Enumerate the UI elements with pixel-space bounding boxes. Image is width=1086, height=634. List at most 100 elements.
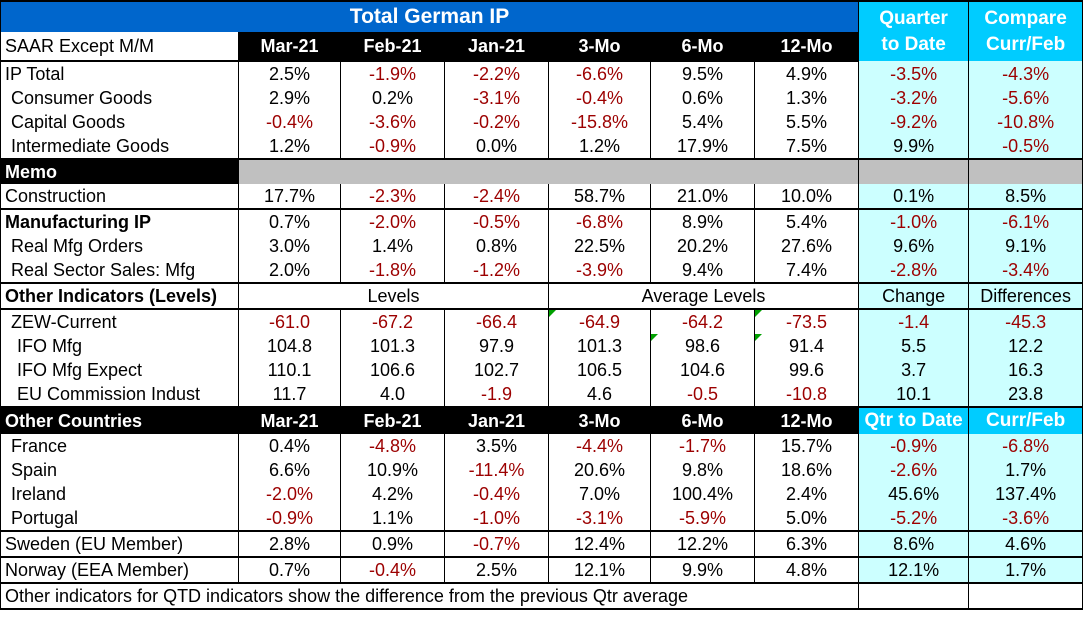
qtd-cell[interactable]: -1.4 — [858, 309, 970, 334]
row-label[interactable]: IFO Mfg Expect — [0, 358, 239, 382]
qtd-cell[interactable]: -3.2% — [858, 86, 970, 110]
countries-col-jan21[interactable]: Jan-21 — [444, 406, 549, 434]
value-cell[interactable]: 5.4% — [650, 110, 755, 134]
qtd-cell[interactable]: 9.9% — [858, 134, 970, 159]
value-cell[interactable]: 4.6 — [548, 382, 651, 407]
value-cell[interactable]: 18.6% — [753, 458, 860, 482]
value-cell[interactable]: 17.9% — [650, 134, 755, 159]
footnote-blank-qtd[interactable] — [858, 582, 970, 610]
memo-label[interactable]: Memo — [0, 158, 239, 184]
qtd-cell[interactable]: 10.1 — [858, 382, 970, 407]
qtd-cell[interactable]: -2.6% — [858, 458, 970, 482]
value-cell[interactable]: 27.6% — [753, 234, 860, 258]
qtd-cell[interactable]: 0.1% — [858, 184, 970, 209]
compare-cell[interactable]: -6.8% — [968, 434, 1084, 458]
col-header-mar21[interactable]: Mar-21 — [238, 32, 341, 62]
value-cell[interactable]: 5.0% — [753, 506, 860, 531]
value-cell[interactable]: 110.1 — [238, 358, 341, 382]
col-header-3mo[interactable]: 3-Mo — [548, 32, 651, 62]
value-cell[interactable]: 8.9% — [650, 208, 755, 234]
value-cell[interactable]: 2.5% — [238, 61, 341, 86]
value-cell[interactable]: 12.2% — [650, 530, 755, 557]
value-cell[interactable]: -0.5% — [444, 208, 549, 234]
value-cell[interactable]: -66.4 — [444, 309, 549, 334]
value-cell[interactable]: -3.1% — [548, 506, 651, 531]
value-cell[interactable]: 104.6 — [650, 358, 755, 382]
value-cell[interactable]: -6.8% — [548, 208, 651, 234]
value-cell[interactable]: 1.3% — [753, 86, 860, 110]
value-cell[interactable]: 9.5% — [650, 61, 755, 86]
compare-cell[interactable]: 1.7% — [968, 556, 1084, 583]
differences-label[interactable]: Differences — [968, 282, 1084, 310]
compare-cell[interactable]: -0.5% — [968, 134, 1084, 159]
col-header-6mo[interactable]: 6-Mo — [650, 32, 755, 62]
value-cell[interactable]: -2.3% — [340, 184, 445, 209]
col-header-jan21[interactable]: Jan-21 — [444, 32, 549, 62]
value-cell[interactable]: -5.9% — [650, 506, 755, 531]
value-cell[interactable]: 104.8 — [238, 334, 341, 358]
compare-cell[interactable]: 137.4% — [968, 482, 1084, 506]
value-cell[interactable]: 101.3 — [340, 334, 445, 358]
value-cell[interactable]: 0.9% — [340, 530, 445, 557]
value-cell[interactable]: 97.9 — [444, 334, 549, 358]
value-cell[interactable]: 0.8% — [444, 234, 549, 258]
value-cell[interactable]: 2.5% — [444, 556, 549, 583]
qtd-header[interactable]: Quarter to Date — [858, 0, 970, 61]
avg-levels-label[interactable]: Average Levels — [547, 282, 860, 310]
value-cell[interactable]: -64.2 — [650, 309, 755, 334]
col-header-feb21[interactable]: Feb-21 — [340, 32, 445, 62]
compare-cell[interactable]: 23.8 — [968, 382, 1084, 407]
compare-cell[interactable]: 9.1% — [968, 234, 1084, 258]
row-label[interactable]: Real Mfg Orders — [0, 234, 239, 258]
row-label[interactable]: Manufacturing IP — [0, 208, 239, 234]
levels-label[interactable]: Levels — [238, 282, 549, 310]
compare-cell[interactable]: -5.6% — [968, 86, 1084, 110]
value-cell[interactable]: -1.9 — [444, 382, 549, 407]
value-cell[interactable]: -1.0% — [444, 506, 549, 531]
value-cell[interactable]: 9.8% — [650, 458, 755, 482]
row-label[interactable]: Portugal — [0, 506, 239, 531]
value-cell[interactable]: 106.5 — [548, 358, 651, 382]
row-label[interactable]: Norway (EEA Member) — [0, 556, 239, 583]
compare-cell[interactable]: -3.6% — [968, 506, 1084, 531]
compare-cell[interactable]: 1.7% — [968, 458, 1084, 482]
qtd-cell[interactable]: -9.2% — [858, 110, 970, 134]
value-cell[interactable]: -1.8% — [340, 258, 445, 283]
value-cell[interactable]: -0.4% — [340, 556, 445, 583]
qtd-cell[interactable]: 12.1% — [858, 556, 970, 583]
value-cell[interactable]: 0.6% — [650, 86, 755, 110]
value-cell[interactable]: -3.1% — [444, 86, 549, 110]
value-cell[interactable]: -2.2% — [444, 61, 549, 86]
value-cell[interactable]: 17.7% — [238, 184, 341, 209]
value-cell[interactable]: 2.0% — [238, 258, 341, 283]
value-cell[interactable]: 10.9% — [340, 458, 445, 482]
value-cell[interactable]: 4.8% — [753, 556, 860, 583]
countries-cmp-header[interactable]: Curr/Feb — [968, 406, 1084, 434]
row-label[interactable]: Intermediate Goods — [0, 134, 239, 159]
row-label[interactable]: Spain — [0, 458, 239, 482]
value-cell[interactable]: -4.8% — [340, 434, 445, 458]
memo-gray-qtd[interactable] — [858, 158, 970, 184]
value-cell[interactable]: 3.0% — [238, 234, 341, 258]
value-cell[interactable]: -0.4% — [238, 110, 341, 134]
value-cell[interactable]: 2.8% — [238, 530, 341, 557]
value-cell[interactable]: -2.0% — [340, 208, 445, 234]
value-cell[interactable]: 7.0% — [548, 482, 651, 506]
value-cell[interactable]: -64.9 — [548, 309, 651, 334]
value-cell[interactable]: 0.7% — [238, 556, 341, 583]
value-cell[interactable]: -1.9% — [340, 61, 445, 86]
saar-label[interactable]: SAAR Except M/M — [0, 32, 239, 62]
countries-col-mar21[interactable]: Mar-21 — [238, 406, 341, 434]
value-cell[interactable]: -15.8% — [548, 110, 651, 134]
value-cell[interactable]: 15.7% — [753, 434, 860, 458]
value-cell[interactable]: -2.0% — [238, 482, 341, 506]
value-cell[interactable]: -61.0 — [238, 309, 341, 334]
value-cell[interactable]: 9.9% — [650, 556, 755, 583]
countries-col-3mo[interactable]: 3-Mo — [548, 406, 651, 434]
qtd-cell[interactable]: -5.2% — [858, 506, 970, 531]
value-cell[interactable]: 0.2% — [340, 86, 445, 110]
value-cell[interactable]: -73.5 — [753, 309, 860, 334]
value-cell[interactable]: 9.4% — [650, 258, 755, 283]
value-cell[interactable]: 7.5% — [753, 134, 860, 159]
value-cell[interactable]: 10.0% — [753, 184, 860, 209]
